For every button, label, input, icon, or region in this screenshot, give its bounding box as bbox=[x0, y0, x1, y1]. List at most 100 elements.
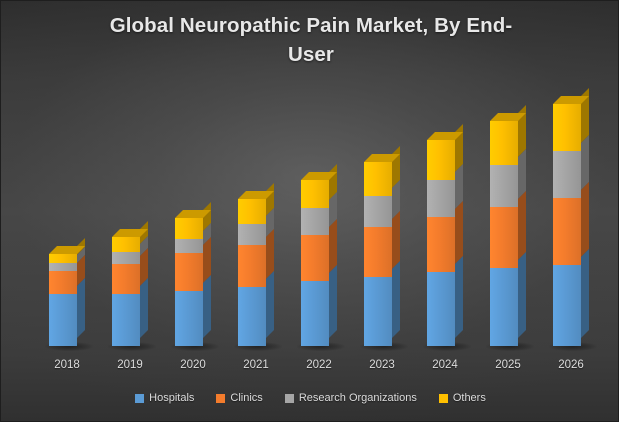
segment-front-face bbox=[112, 252, 140, 264]
bar-segment-clinics-2023[interactable] bbox=[364, 211, 400, 277]
bar-stack bbox=[112, 221, 148, 346]
bar-stack bbox=[49, 238, 85, 346]
bar-group-2023[interactable] bbox=[360, 146, 408, 351]
bar-segment-others-2025[interactable] bbox=[490, 105, 526, 165]
segment-side-face bbox=[77, 278, 85, 338]
bar-group-2024[interactable] bbox=[423, 124, 471, 351]
bar-segment-research-organizations-2025[interactable] bbox=[490, 149, 526, 207]
bar-segment-research-organizations-2026[interactable] bbox=[553, 135, 589, 198]
segment-front-face bbox=[553, 265, 581, 346]
x-axis: 2018 2019 2020 2021 2022 2023 2024 2025 2026 bbox=[1, 359, 618, 379]
bar-stack bbox=[301, 164, 337, 346]
bar-segment-clinics-2019[interactable] bbox=[112, 248, 148, 294]
bar-segment-clinics-2020[interactable] bbox=[175, 237, 211, 291]
segment-front-face bbox=[49, 263, 77, 271]
chart-title-line-1: Global Neuropathic Pain Market, By End- bbox=[109, 14, 513, 37]
bar-group-2022[interactable] bbox=[297, 164, 345, 351]
bar-segment-hospitals-2020[interactable] bbox=[175, 275, 211, 346]
x-tick-label-2025: 2025 bbox=[495, 359, 521, 371]
x-tick-label-2022: 2022 bbox=[306, 359, 332, 371]
bar-segment-research-organizations-2019[interactable] bbox=[112, 236, 148, 264]
segment-front-face bbox=[364, 277, 392, 346]
bar-stack bbox=[427, 124, 463, 346]
segment-side-face bbox=[581, 182, 589, 257]
bar-stack bbox=[238, 183, 274, 346]
bar-segment-hospitals-2023[interactable] bbox=[364, 261, 400, 346]
bar-group-2021[interactable] bbox=[234, 183, 282, 351]
segment-front-face bbox=[301, 235, 329, 281]
chart-title-line-2: User bbox=[288, 43, 334, 67]
segment-side-face bbox=[266, 271, 274, 338]
bar-segment-clinics-2021[interactable] bbox=[238, 229, 274, 287]
bar-segment-hospitals-2019[interactable] bbox=[112, 278, 148, 346]
segment-front-face bbox=[175, 291, 203, 346]
segment-front-face bbox=[427, 180, 455, 217]
legend-label: Clinics bbox=[230, 392, 263, 404]
bar-segment-clinics-2025[interactable] bbox=[490, 191, 526, 268]
bar-segment-hospitals-2025[interactable] bbox=[490, 252, 526, 346]
bar-group-2019[interactable] bbox=[108, 221, 156, 351]
segment-front-face bbox=[301, 208, 329, 235]
plot-area bbox=[1, 81, 618, 356]
x-tick-label-2019: 2019 bbox=[117, 359, 143, 371]
segment-front-face bbox=[364, 162, 392, 196]
bar-segment-hospitals-2018[interactable] bbox=[49, 278, 85, 346]
bar-segment-research-organizations-2018[interactable] bbox=[49, 247, 85, 271]
bar-stack bbox=[553, 88, 589, 346]
bar-segment-others-2020[interactable] bbox=[175, 202, 211, 239]
segment-front-face bbox=[112, 294, 140, 346]
segment-front-face bbox=[490, 268, 518, 346]
bar-segment-clinics-2026[interactable] bbox=[553, 182, 589, 265]
x-tick-label-2021: 2021 bbox=[243, 359, 269, 371]
bar-segment-others-2019[interactable] bbox=[112, 221, 148, 252]
chart-legend: Hospitals Clinics Research Organizations Ot… bbox=[1, 392, 618, 404]
legend-label: Others bbox=[452, 392, 486, 404]
segment-front-face bbox=[553, 198, 581, 265]
segment-side-face bbox=[203, 275, 211, 338]
bar-stack bbox=[490, 105, 526, 346]
bar-group-2025[interactable] bbox=[486, 105, 534, 351]
segment-front-face bbox=[553, 104, 581, 151]
legend-swatch-icon bbox=[216, 393, 226, 403]
legend-item-hospitals[interactable]: Hospitals bbox=[135, 392, 194, 404]
bar-segment-hospitals-2021[interactable] bbox=[238, 271, 274, 346]
bar-segment-clinics-2022[interactable] bbox=[301, 219, 337, 281]
bar-group-2018[interactable] bbox=[45, 238, 93, 351]
segment-front-face bbox=[301, 281, 329, 346]
bar-segment-others-2026[interactable] bbox=[553, 88, 589, 151]
bar-segment-research-organizations-2022[interactable] bbox=[301, 192, 337, 235]
legend-item-others[interactable]: Others bbox=[438, 392, 486, 404]
bar-segment-others-2024[interactable] bbox=[427, 124, 463, 180]
bar-segment-hospitals-2024[interactable] bbox=[427, 256, 463, 346]
bar-segment-others-2021[interactable] bbox=[238, 183, 274, 224]
segment-front-face bbox=[427, 217, 455, 272]
bar-segment-others-2023[interactable] bbox=[364, 146, 400, 196]
legend-item-clinics[interactable]: Clinics bbox=[216, 392, 263, 404]
segment-front-face bbox=[112, 237, 140, 252]
segment-front-face bbox=[238, 199, 266, 224]
bar-segment-research-organizations-2023[interactable] bbox=[364, 180, 400, 227]
segment-front-face bbox=[49, 254, 77, 263]
segment-front-face bbox=[490, 207, 518, 268]
bar-segment-clinics-2024[interactable] bbox=[427, 201, 463, 272]
x-tick-label-2023: 2023 bbox=[369, 359, 395, 371]
bar-segment-research-organizations-2024[interactable] bbox=[427, 164, 463, 217]
x-tick-label-2026: 2026 bbox=[558, 359, 584, 371]
legend-swatch-icon bbox=[284, 393, 294, 403]
bar-segment-others-2022[interactable] bbox=[301, 164, 337, 208]
bar-group-2026[interactable] bbox=[549, 88, 597, 351]
legend-item-research-organizations[interactable]: Research Organizations bbox=[284, 392, 417, 404]
chart-title: Global Neuropathic Pain Market, By End- … bbox=[61, 11, 561, 69]
bar-segment-others-2018[interactable] bbox=[49, 238, 85, 263]
segment-side-face bbox=[392, 261, 400, 338]
segment-side-face bbox=[329, 265, 337, 338]
bar-segment-research-organizations-2021[interactable] bbox=[238, 208, 274, 245]
segment-side-face bbox=[581, 249, 589, 338]
bar-segment-clinics-2018[interactable] bbox=[49, 255, 85, 294]
bar-group-2020[interactable] bbox=[171, 202, 219, 351]
segment-front-face bbox=[301, 180, 329, 208]
bar-segment-hospitals-2026[interactable] bbox=[553, 249, 589, 346]
bar-segment-hospitals-2022[interactable] bbox=[301, 265, 337, 346]
bar-segment-research-organizations-2020[interactable] bbox=[175, 223, 211, 253]
